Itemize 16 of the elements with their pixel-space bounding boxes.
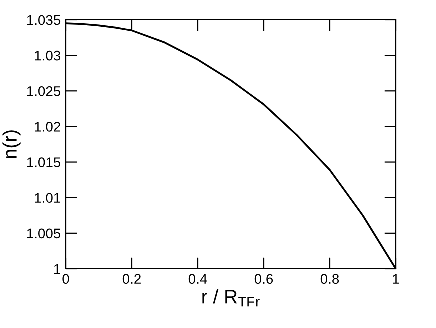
- y-tick-label: 1.02: [35, 122, 60, 132]
- x-tick-label: 1: [393, 274, 400, 284]
- x-tick-label: 0.4: [188, 274, 208, 284]
- y-tick-label: 1.035: [27, 15, 61, 26]
- x-axis-title: r / R$_{TFr}$: [202, 289, 260, 307]
- x-tick-label: 0.2: [122, 274, 141, 284]
- x-tick-label: 0: [62, 274, 70, 284]
- y-tick-label: 1.015: [27, 158, 61, 168]
- y-tick-label: 1: [54, 264, 60, 274]
- y-tick-label: 1.01: [35, 193, 60, 204]
- x-tick-label: 0.8: [320, 274, 340, 284]
- y-tick-label: 1.025: [27, 86, 61, 96]
- x-tick-label: 0.6: [254, 274, 274, 284]
- y-tick-label: 1.03: [35, 50, 61, 61]
- y-axis-title: n(r): [2, 130, 21, 158]
- y-tick-label: 1.005: [27, 228, 61, 239]
